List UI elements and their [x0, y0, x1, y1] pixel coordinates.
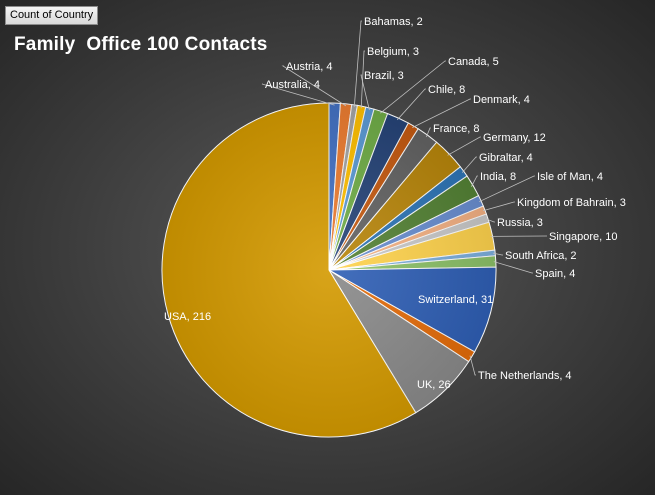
leader-line-kingdom-of-bahrain — [482, 201, 515, 212]
leader-line-india — [471, 175, 478, 187]
data-label-russia: Russia, 3 — [497, 217, 543, 229]
leader-line-the-netherlands — [469, 355, 476, 376]
leader-line-south-africa — [493, 252, 503, 256]
leader-line-belgium — [360, 50, 365, 109]
leader-line-canada — [380, 60, 446, 114]
leader-line-gibraltar — [461, 156, 477, 173]
data-labels: Australia, 4 Austria, 4 Bahamas, 2 Belgium,… — [164, 16, 626, 391]
data-label-australia: Australia, 4 — [265, 79, 320, 91]
data-label-bahamas: Bahamas, 2 — [364, 16, 423, 28]
data-label-france: France, 8 — [433, 123, 479, 135]
data-label-south-africa: South Africa, 2 — [505, 250, 577, 262]
leader-line-denmark — [412, 98, 471, 128]
data-label-india: India, 8 — [480, 171, 516, 183]
leader-line-bahamas — [353, 20, 362, 107]
data-label-gibraltar: Gibraltar, 4 — [479, 152, 533, 164]
data-label-chile: Chile, 8 — [428, 84, 465, 96]
leader-line-australia — [261, 83, 335, 106]
data-label-brazil: Brazil, 3 — [364, 70, 404, 82]
data-label-austria: Austria, 4 — [286, 61, 332, 73]
data-label-spain: Spain, 4 — [535, 268, 575, 280]
leader-line-isle-of-man — [479, 175, 535, 203]
leader-line-chile — [397, 88, 426, 121]
leader-line-austria — [281, 65, 347, 107]
data-label-uk: UK, 26 — [417, 379, 451, 391]
data-label-usa: USA, 216 — [164, 311, 211, 323]
data-label-denmark: Denmark, 4 — [473, 94, 530, 106]
leader-line-spain — [493, 261, 533, 274]
leader-lines — [261, 20, 547, 376]
data-label-singapore: Singapore, 10 — [549, 231, 618, 243]
data-label-the-netherlands: The Netherlands, 4 — [478, 370, 572, 382]
chart-title: Family Office 100 Contacts — [14, 34, 268, 55]
leader-line-brazil — [360, 74, 370, 111]
data-label-kingdom-of-bahrain: Kingdom of Bahrain, 3 — [517, 197, 626, 209]
data-label-canada: Canada, 5 — [448, 56, 499, 68]
leader-line-france — [426, 127, 431, 137]
data-label-belgium: Belgium, 3 — [367, 46, 419, 58]
leader-line-russia — [485, 218, 495, 223]
data-label-germany: Germany, 12 — [483, 132, 546, 144]
data-label-switzerland: Switzerland, 31 — [418, 294, 493, 306]
count-of-country-field-button[interactable]: Count of Country — [5, 6, 99, 25]
leader-line-germany — [447, 136, 481, 156]
data-label-isle-of-man: Isle of Man, 4 — [537, 171, 603, 183]
